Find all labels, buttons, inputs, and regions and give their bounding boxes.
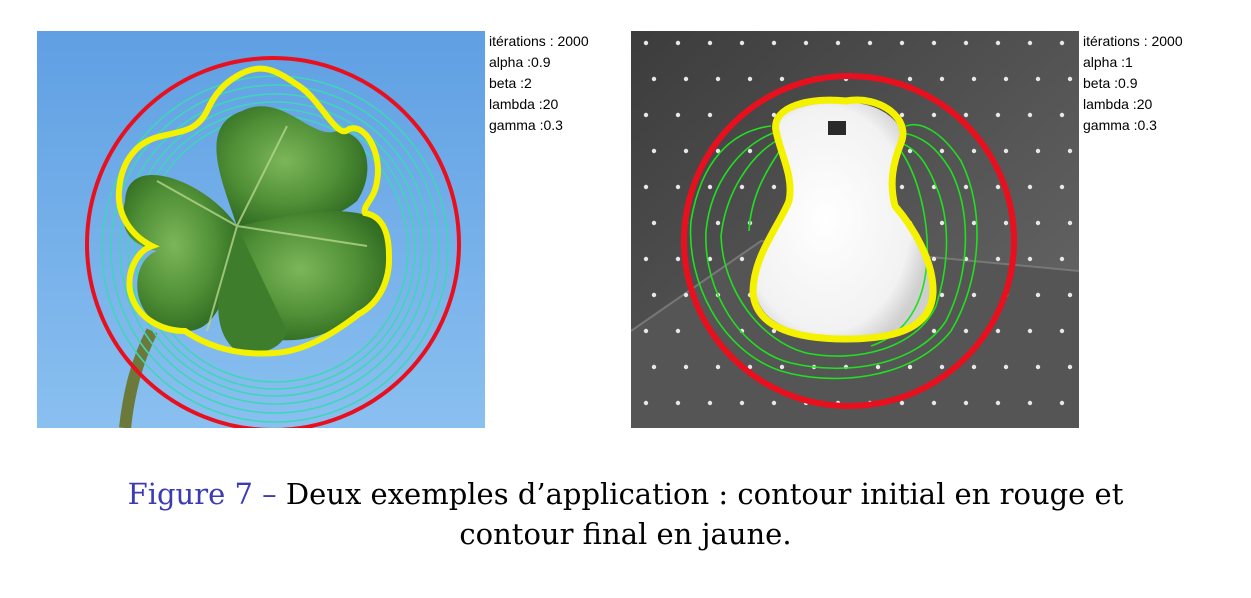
figure-caption: Figure 7 – Deux exemples d’application :…	[0, 474, 1251, 554]
vase-object	[756, 102, 931, 336]
final-contour-right	[749, 96, 937, 343]
clover-figure-svg	[37, 31, 485, 428]
param-iterations-left: itérations : 2000	[489, 33, 589, 49]
caption-line-2: contour final en jaune.	[459, 517, 792, 551]
clover-leaves	[123, 106, 388, 353]
vase-figure-svg	[631, 31, 1079, 428]
initial-contour-left	[85, 56, 461, 428]
param-alpha-right: alpha :1	[1083, 54, 1133, 70]
param-lambda-right: lambda :20	[1083, 96, 1153, 112]
param-gamma-left: gamma :0.3	[489, 117, 563, 133]
clover-stem	[119, 328, 158, 428]
params-right: itérations : 2000 alpha :1 beta :0.9 lam…	[1083, 31, 1183, 136]
caption-line-1: Figure 7 – Deux exemples d’application :…	[0, 474, 1251, 514]
vase-example-image	[631, 31, 1079, 428]
clover-example-image	[37, 31, 485, 428]
figure-label: Figure 7 –	[127, 477, 277, 511]
param-alpha-left: alpha :0.9	[489, 54, 551, 70]
param-beta-right: beta :0.9	[1083, 75, 1138, 91]
param-iterations-right: itérations : 2000	[1083, 33, 1183, 49]
param-gamma-right: gamma :0.3	[1083, 117, 1157, 133]
initial-contour-right	[681, 73, 1017, 409]
param-beta-left: beta :2	[489, 75, 532, 91]
param-lambda-left: lambda :20	[489, 96, 559, 112]
params-left: itérations : 2000 alpha :0.9 beta :2 lam…	[489, 31, 589, 136]
caption-text-1: Deux exemples d’application : contour in…	[285, 477, 1124, 511]
final-contour-left	[115, 65, 393, 357]
